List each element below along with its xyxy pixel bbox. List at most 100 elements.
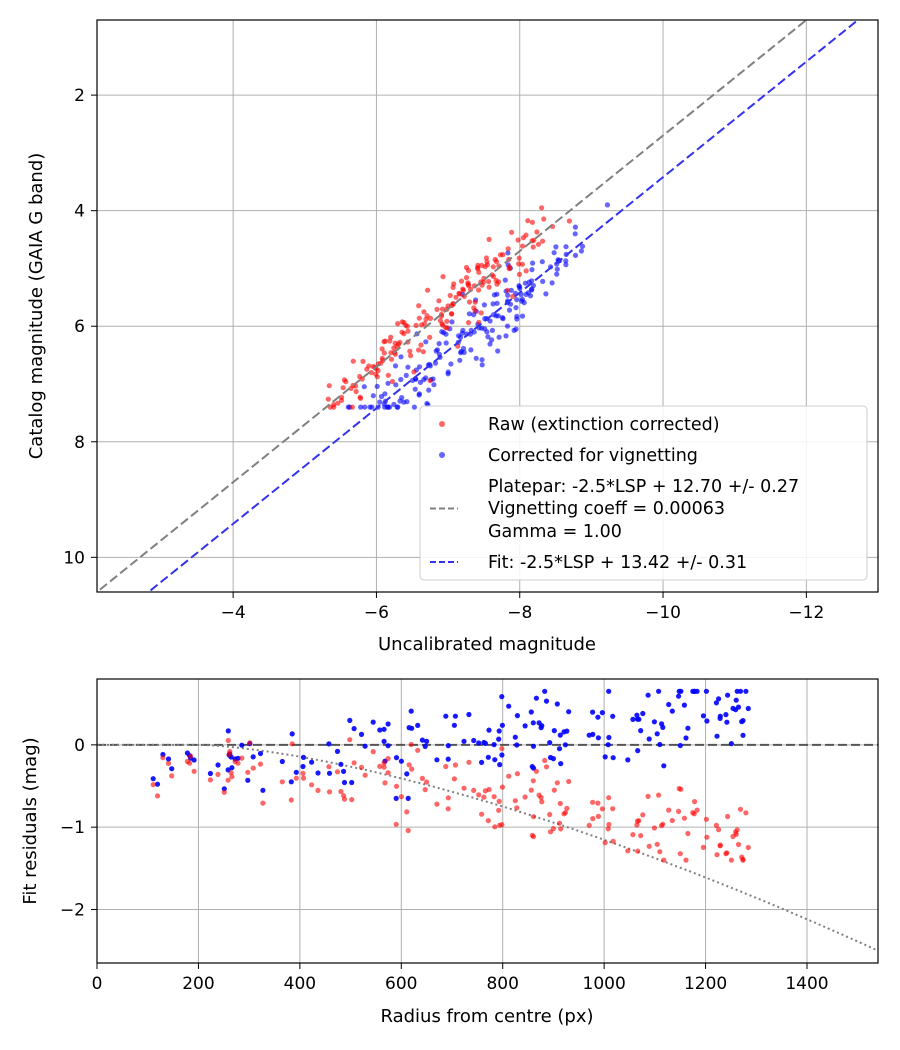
corrected-residual-point — [625, 757, 631, 763]
corrected-point — [460, 345, 467, 352]
raw-point — [389, 378, 395, 385]
bottom-y-tick-label: −1 — [60, 818, 85, 838]
corrected-residual-point — [315, 770, 321, 776]
corrected-point — [553, 244, 559, 250]
raw-residual-point — [279, 779, 285, 785]
raw-point — [388, 334, 394, 340]
corrected-residual-point — [499, 752, 505, 758]
corrected-residual-point — [512, 734, 518, 740]
raw-residual-point — [704, 834, 710, 840]
raw-point — [395, 321, 401, 327]
corrected-point — [496, 334, 502, 340]
raw-residual-point — [556, 820, 563, 826]
raw-residual-point — [669, 817, 675, 824]
calibration-plot: −4 −6 −8 −10 −12 2 4 6 8 10 Uncalibrated magnitud… — [26, 19, 879, 655]
top-y-tick-label: 6 — [74, 317, 85, 337]
corrected-residual-point — [486, 727, 492, 733]
raw-residual-point — [385, 756, 391, 762]
top-y-axis-label: Catalog magnitude (GAIA G band) — [26, 153, 47, 460]
corrected-residual-point — [733, 707, 739, 713]
corrected-residual-point — [602, 754, 608, 760]
corrected-residual-point — [381, 738, 387, 745]
raw-residual-point — [539, 799, 545, 805]
corrected-residual-point — [530, 720, 536, 726]
raw-residual-point — [676, 808, 682, 815]
bottom-x-tick-label: 0 — [92, 974, 103, 994]
raw-residual-point — [466, 759, 472, 765]
corrected-residual-point — [606, 734, 612, 741]
raw-residual-point — [250, 765, 256, 771]
corrected-residual-point — [370, 719, 376, 725]
corrected-residual-point — [347, 717, 353, 724]
corrected-residual-point — [661, 763, 667, 769]
corrected-residual-point — [288, 779, 294, 785]
raw-residual-point — [347, 737, 353, 743]
raw-point — [399, 319, 405, 325]
raw-residual-point — [737, 806, 744, 812]
raw-point — [458, 278, 465, 284]
bottom-x-tick-label: 1200 — [684, 974, 727, 994]
residuals-plot: 0 200 400 600 800 1000 1200 1400 0 −1 −2 Radius fr… — [20, 678, 879, 1027]
bottom-x-axis-label: Radius from centre (px) — [380, 1006, 593, 1027]
corrected-residual-point — [415, 722, 421, 729]
raw-point — [444, 318, 450, 324]
raw-residual-point — [735, 841, 742, 848]
raw-point — [421, 309, 427, 315]
raw-point — [381, 339, 387, 345]
raw-residual-point — [610, 838, 616, 844]
corrected-residual-point — [466, 711, 472, 718]
raw-residual-point — [590, 816, 596, 822]
corrected-point — [398, 354, 404, 360]
raw-residual-point — [381, 764, 387, 770]
corrected-residual-point — [482, 740, 488, 747]
raw-residual-point — [479, 811, 485, 817]
raw-residual-point — [514, 771, 521, 777]
raw-residual-point — [595, 800, 601, 806]
raw-residual-point — [393, 783, 400, 789]
corrected-point — [449, 319, 455, 325]
raw-residual-point — [638, 833, 644, 839]
raw-residual-point — [605, 826, 611, 832]
raw-point — [490, 273, 496, 280]
corrected-residual-point — [714, 733, 720, 739]
raw-residual-point — [326, 764, 332, 770]
raw-point — [482, 264, 488, 270]
corrected-residual-point — [445, 756, 451, 762]
raw-point — [413, 322, 419, 328]
raw-residual-point — [630, 832, 636, 838]
corrected-residual-point — [542, 688, 548, 694]
corrected-residual-point — [338, 761, 344, 767]
raw-residual-point — [452, 762, 458, 768]
raw-residual-point — [235, 760, 241, 766]
raw-residual-point — [300, 775, 307, 781]
raw-residual-point — [554, 780, 560, 786]
raw-point — [343, 379, 349, 385]
corrected-point — [377, 399, 383, 405]
corrected-residual-point — [566, 709, 572, 715]
corrected-residual-point — [717, 713, 723, 719]
raw-residual-point — [229, 774, 235, 780]
legend-label: Corrected for vignetting — [488, 446, 698, 466]
raw-point — [472, 299, 478, 305]
raw-residual-point — [393, 821, 399, 827]
corrected-residual-point — [716, 696, 722, 702]
corrected-residual-point — [530, 743, 537, 749]
raw-point — [480, 279, 487, 285]
corrected-residual-point — [405, 795, 411, 802]
corrected-point — [519, 313, 526, 319]
raw-residual-point — [338, 788, 344, 795]
raw-residual-point — [326, 789, 333, 795]
corrected-residual-point — [408, 708, 414, 714]
corrected-residual-point — [471, 737, 477, 744]
corrected-point — [403, 372, 409, 378]
raw-residual-point — [543, 764, 550, 770]
raw-point — [350, 358, 356, 364]
raw-residual-point — [640, 812, 646, 818]
corrected-residual-point — [522, 723, 528, 729]
corrected-residual-point — [150, 776, 156, 782]
corrected-residual-point — [606, 688, 612, 694]
raw-residual-point — [703, 816, 710, 822]
raw-point — [541, 216, 547, 222]
corrected-residual-point — [443, 713, 449, 719]
raw-point — [506, 266, 512, 272]
